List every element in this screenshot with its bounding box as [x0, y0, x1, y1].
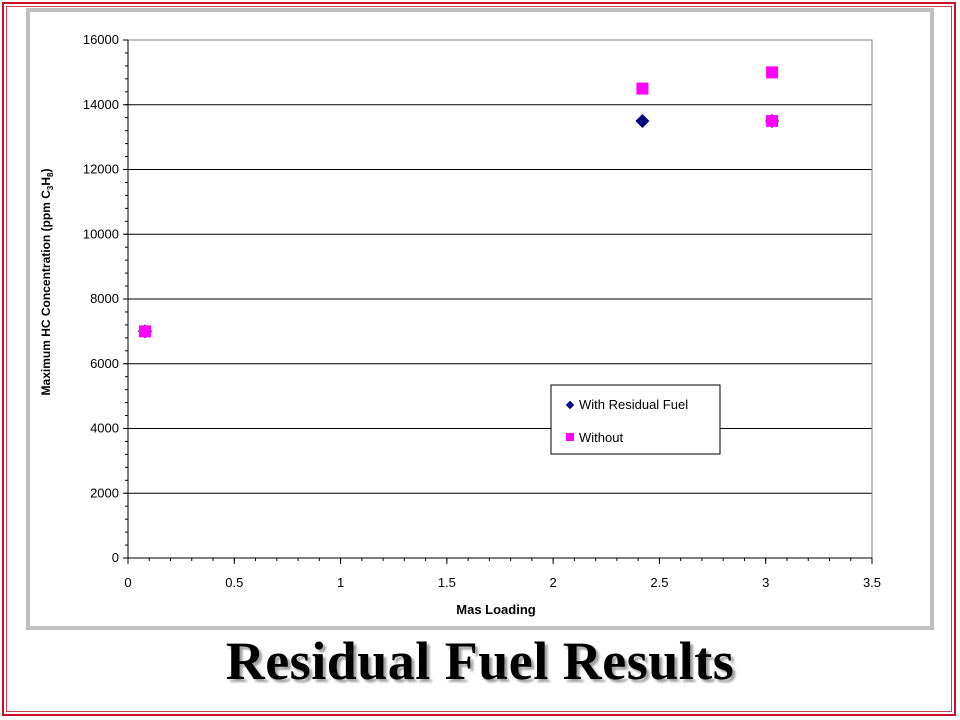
data-point-without [636, 82, 649, 95]
y-axis-label-prefix: Maximum HC Concentration (ppm C [39, 190, 53, 396]
legend-marker-with-residual-fuel [565, 400, 575, 410]
x-tick-label: 0.5 [225, 575, 243, 590]
y-tick-label: 12000 [83, 162, 119, 177]
y-axis-label-sub2: 8 [46, 172, 55, 177]
y-axis-label: Maximum HC Concentration (ppm C3H8) [39, 169, 55, 396]
legend-box [550, 384, 721, 455]
legend-label-without: Without [579, 430, 623, 445]
y-axis-label-sub1: 3 [46, 185, 55, 190]
data-points [138, 66, 780, 339]
scatter-chart: 0 2000 4000 6000 8000 10000 12000 14000 16000 0 0.… [39, 32, 881, 617]
y-axis-label-suffix: ) [39, 169, 53, 173]
slide-inner-border [6, 6, 952, 712]
y-tick-label: 14000 [83, 97, 119, 112]
y-axis-label-mid: H [39, 177, 53, 186]
y-tick-label: 0 [112, 550, 119, 565]
y-tick-label: 8000 [90, 291, 119, 306]
x-tick-label: 2 [550, 575, 557, 590]
y-tick-label: 6000 [90, 356, 119, 371]
x-tick-label: 3.5 [863, 575, 881, 590]
x-tick-label: 1.5 [438, 575, 456, 590]
y-tick-label: 10000 [83, 226, 119, 241]
slide-title: Residual Fuel Results [225, 631, 735, 691]
x-axis-label: Mas Loading [456, 602, 536, 617]
axes [123, 39, 873, 564]
legend-marker-without [566, 433, 574, 441]
y-tick-label: 2000 [90, 485, 119, 500]
gridlines [128, 39, 872, 494]
data-point-with-residual-fuel [635, 113, 650, 128]
data-point-without [766, 66, 779, 79]
chart-area: 0 2000 4000 6000 8000 10000 12000 14000 16000 0 0.… [30, 12, 930, 626]
x-tick-label: 2.5 [650, 575, 668, 590]
data-point-without [766, 114, 779, 127]
x-tick-label: 0 [124, 575, 131, 590]
chart-panel: 0 2000 4000 6000 8000 10000 12000 14000 16000 0 0.… [26, 8, 934, 630]
y-tick-label: 16000 [83, 32, 119, 47]
tick-labels: 0 2000 4000 6000 8000 10000 12000 14000 16000 0 0.… [83, 32, 881, 590]
data-point-without [139, 325, 152, 338]
y-tick-label: 4000 [90, 421, 119, 436]
x-tick-label: 3 [762, 575, 769, 590]
legend-label-with-residual-fuel: With Residual Fuel [579, 397, 688, 412]
x-tick-label: 1 [337, 575, 344, 590]
legend: With Residual Fuel Without [550, 384, 721, 455]
